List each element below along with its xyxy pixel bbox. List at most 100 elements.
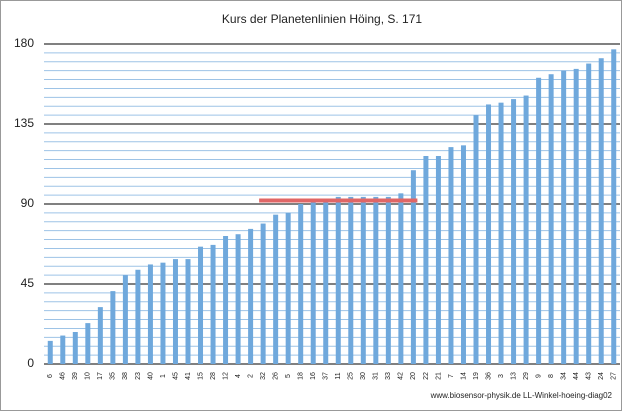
y-tick-label: 90 bbox=[21, 196, 35, 210]
bar bbox=[147, 264, 153, 364]
bar bbox=[210, 244, 216, 364]
bar bbox=[273, 214, 279, 364]
x-tick-label: 34 bbox=[560, 372, 567, 380]
bar bbox=[448, 147, 454, 364]
y-tick-label: 180 bbox=[14, 36, 34, 50]
x-tick-label: 43 bbox=[586, 372, 593, 380]
bar bbox=[398, 193, 404, 364]
bar bbox=[348, 196, 354, 364]
x-tick-label: 14 bbox=[460, 372, 467, 380]
y-tick-label: 45 bbox=[21, 276, 35, 290]
bar bbox=[323, 200, 329, 364]
x-tick-label: 6 bbox=[47, 374, 54, 378]
x-tick-label: 31 bbox=[373, 372, 380, 380]
bar bbox=[172, 259, 178, 364]
x-tick-label: 38 bbox=[122, 372, 129, 380]
bar bbox=[423, 156, 429, 364]
x-tick-label: 27 bbox=[611, 372, 618, 380]
x-tick-label: 20 bbox=[410, 372, 417, 380]
x-tick-label: 19 bbox=[473, 372, 480, 380]
y-tick-label: 135 bbox=[14, 116, 34, 130]
bar bbox=[486, 104, 492, 364]
x-tick-label: 1 bbox=[160, 374, 167, 378]
x-tick-label: 25 bbox=[348, 372, 355, 380]
x-tick-label: 22 bbox=[423, 372, 430, 380]
x-tick-label: 11 bbox=[335, 372, 342, 379]
bar bbox=[285, 212, 291, 364]
chart-title: Kurs der Planetenlinien Höing, S. 171 bbox=[222, 12, 422, 26]
x-tick-label: 26 bbox=[272, 372, 279, 380]
x-tick-label: 30 bbox=[360, 372, 367, 380]
x-tick-label: 18 bbox=[298, 372, 305, 380]
bar bbox=[373, 196, 379, 364]
x-tick-label: 10 bbox=[85, 372, 92, 380]
x-tick-label: 9 bbox=[535, 374, 542, 378]
bar bbox=[598, 58, 604, 364]
y-tick-label: 0 bbox=[27, 356, 34, 370]
x-tick-label: 32 bbox=[260, 372, 267, 380]
x-tick-label: 4 bbox=[235, 374, 242, 378]
x-tick-label: 7 bbox=[448, 374, 455, 378]
x-tick-label: 2 bbox=[247, 374, 254, 378]
x-tick-label: 42 bbox=[398, 372, 405, 380]
bar bbox=[298, 204, 304, 364]
x-tick-label: 46 bbox=[60, 372, 67, 380]
bar bbox=[310, 202, 316, 364]
bar bbox=[335, 196, 341, 364]
x-tick-label: 33 bbox=[385, 372, 392, 380]
x-tick-label: 40 bbox=[147, 372, 154, 380]
x-tick-label: 29 bbox=[523, 372, 530, 380]
x-tick-label: 41 bbox=[185, 372, 192, 380]
x-tick-label: 17 bbox=[97, 372, 104, 380]
x-tick-label: 5 bbox=[285, 374, 292, 378]
bar bbox=[135, 269, 141, 364]
bar bbox=[223, 236, 229, 364]
x-tick-label: 44 bbox=[573, 372, 580, 380]
x-tick-label: 13 bbox=[510, 372, 517, 380]
bar bbox=[586, 63, 592, 365]
x-tick-label: 12 bbox=[222, 372, 229, 380]
x-tick-label: 37 bbox=[323, 372, 330, 380]
bar bbox=[435, 156, 441, 364]
bar bbox=[122, 275, 128, 364]
x-tick-label: 28 bbox=[210, 372, 217, 380]
bar bbox=[198, 246, 204, 364]
x-tick-label: 3 bbox=[498, 374, 505, 378]
bar bbox=[536, 77, 542, 365]
bar bbox=[548, 74, 554, 364]
bar bbox=[85, 323, 91, 364]
bar bbox=[235, 234, 241, 364]
bar bbox=[60, 335, 66, 364]
bar bbox=[473, 115, 479, 364]
x-tick-label: 21 bbox=[435, 372, 442, 380]
bar bbox=[47, 340, 53, 364]
bar bbox=[410, 170, 416, 364]
bar bbox=[385, 196, 391, 364]
x-tick-label: 23 bbox=[135, 372, 142, 380]
x-tick-label: 45 bbox=[172, 372, 179, 380]
bar bbox=[523, 95, 529, 365]
bar bbox=[260, 223, 266, 364]
bar bbox=[360, 196, 366, 364]
x-tick-label: 36 bbox=[485, 372, 492, 380]
x-tick-label: 39 bbox=[72, 372, 79, 380]
bar bbox=[611, 49, 617, 364]
bar bbox=[248, 228, 254, 364]
x-tick-label: 24 bbox=[598, 372, 605, 380]
bar bbox=[511, 99, 517, 364]
bar bbox=[561, 70, 567, 365]
bar bbox=[110, 291, 116, 364]
bar bbox=[185, 259, 191, 364]
bar bbox=[97, 307, 103, 364]
bar bbox=[573, 68, 579, 364]
x-tick-label: 16 bbox=[310, 372, 317, 380]
x-tick-label: 8 bbox=[548, 374, 555, 378]
x-tick-label: 35 bbox=[110, 372, 117, 380]
x-tick-label: 15 bbox=[197, 372, 204, 380]
bar bbox=[460, 145, 466, 364]
bar bbox=[160, 262, 166, 364]
footer: www.biosensor-physik.de LL-Winkel-hoeing… bbox=[430, 391, 613, 400]
bar bbox=[72, 332, 78, 364]
bar bbox=[498, 102, 504, 365]
